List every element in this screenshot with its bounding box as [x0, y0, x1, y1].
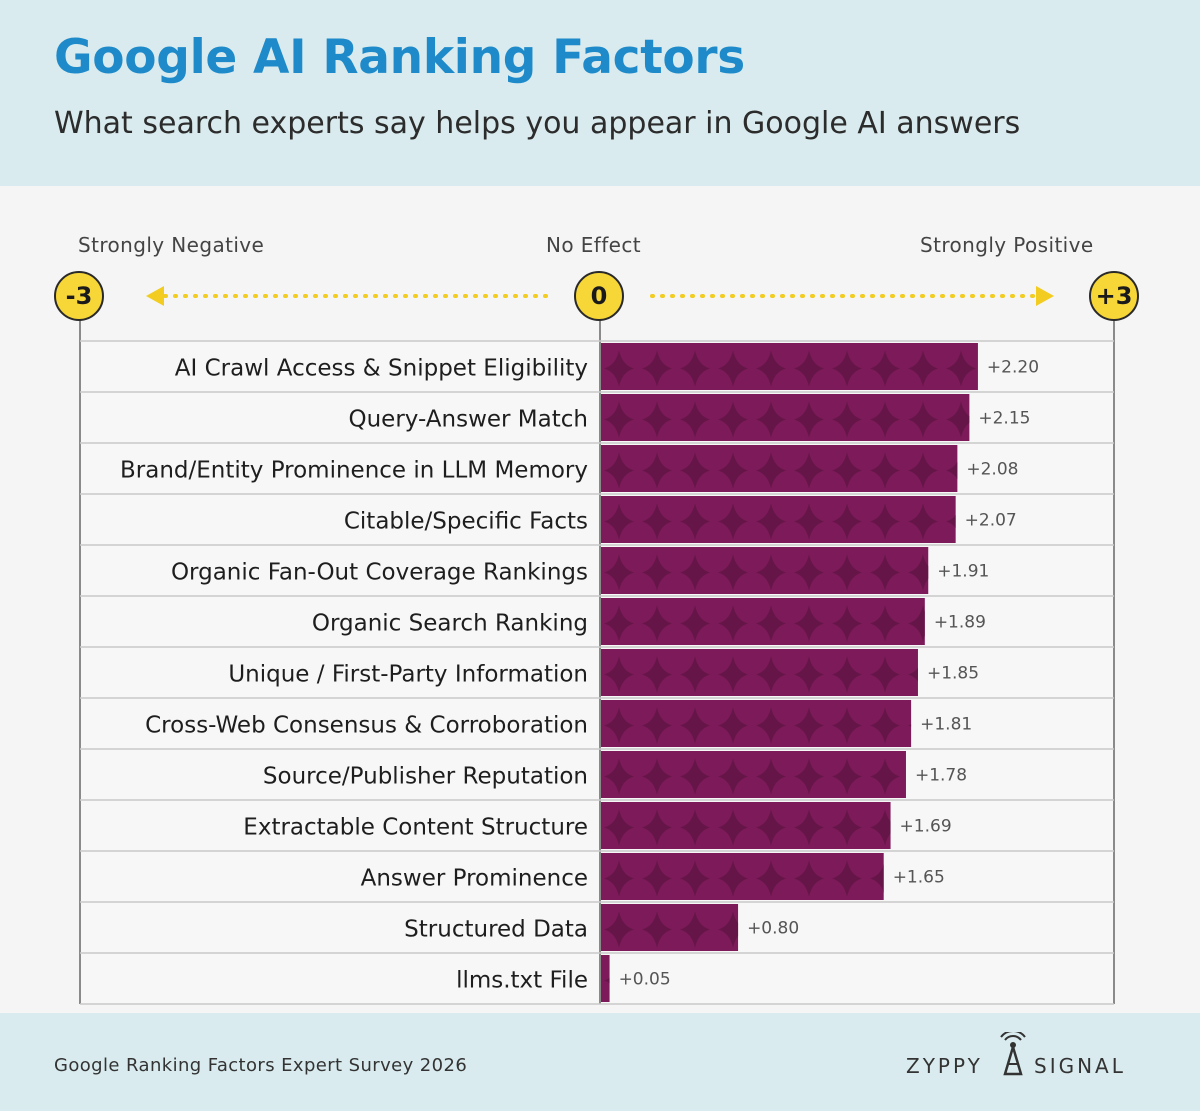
- category-label: llms.txt File: [456, 968, 588, 994]
- bar-pattern: [601, 547, 929, 594]
- value-label: +1.65: [893, 868, 945, 888]
- bar-row: Organic Search Ranking +1.89: [312, 598, 986, 645]
- bar-row: Query-Answer Match +2.15: [349, 394, 1030, 441]
- bar-pattern: [601, 445, 958, 492]
- bar-row: Organic Fan-Out Coverage Rankings +1.91: [171, 547, 989, 594]
- value-label: +1.81: [920, 715, 972, 735]
- category-label: Extractable Content Structure: [243, 815, 588, 841]
- signal-tower-icon: [1000, 1032, 1026, 1076]
- value-label: +1.69: [900, 817, 952, 837]
- bar-row: AI Crawl Access & Snippet Eligibility +2.…: [175, 343, 1039, 390]
- bar-row: llms.txt File +0.05: [456, 955, 671, 1002]
- bar-pattern: [601, 751, 906, 798]
- bar-pattern: [601, 598, 925, 645]
- brand-logo: ZYPPY SIGNAL: [900, 1032, 1135, 1080]
- bar-row: Source/Publisher Reputation +1.78: [263, 751, 967, 798]
- bar-pattern: [601, 955, 610, 1002]
- scale-label-positive: Strongly Positive: [920, 233, 1094, 257]
- bar-pattern: [601, 904, 739, 951]
- bar-row: Answer Prominence +1.65: [361, 853, 945, 900]
- arrow-head-negative: [146, 286, 164, 306]
- category-label: Brand/Entity Prominence in LLM Memory: [120, 458, 588, 484]
- footer-band: [0, 1013, 1200, 1111]
- value-label: +2.15: [978, 409, 1030, 429]
- category-label: Organic Search Ranking: [312, 611, 588, 637]
- value-label: +1.78: [915, 766, 967, 786]
- value-label: +1.89: [934, 613, 986, 633]
- value-label: +0.05: [619, 970, 671, 990]
- category-label: Unique / First-Party Information: [228, 662, 588, 688]
- value-label: +1.85: [927, 664, 979, 684]
- scale-max-badge: +3: [1089, 271, 1139, 321]
- category-label: Cross-Web Consensus & Corroboration: [145, 713, 588, 739]
- category-label: AI Crawl Access & Snippet Eligibility: [175, 356, 588, 382]
- bar-pattern: [601, 700, 912, 747]
- scale-label-no-effect: No Effect: [546, 233, 642, 257]
- bar-pattern: [601, 496, 956, 543]
- value-label: +2.20: [987, 358, 1039, 378]
- category-label: Citable/Specific Facts: [344, 509, 588, 535]
- bar-row: Structured Data +0.80: [404, 904, 799, 951]
- bar-row: Brand/Entity Prominence in LLM Memory +2.…: [120, 445, 1018, 492]
- source-note: Google Ranking Factors Expert Survey 202…: [54, 1055, 468, 1076]
- brand-word-right: SIGNAL: [1034, 1054, 1126, 1078]
- bar-row: Extractable Content Structure +1.69: [243, 802, 952, 849]
- bar-pattern: [601, 343, 978, 390]
- bar-pattern: [601, 649, 918, 696]
- bar-row: Unique / First-Party Information +1.85: [228, 649, 979, 696]
- scale-zero-badge: 0: [574, 271, 624, 321]
- value-label: +0.80: [747, 919, 799, 939]
- arrow-head-positive: [1036, 286, 1054, 306]
- bar-row: Citable/Specific Facts +2.07: [344, 496, 1017, 543]
- value-label: +1.91: [937, 562, 989, 582]
- page-title: Google AI Ranking Factors: [54, 30, 745, 85]
- brand-word-left: ZYPPY: [906, 1054, 983, 1078]
- header-band: Google AI Ranking Factors What search ex…: [0, 0, 1200, 186]
- page-subtitle: What search experts say helps you appear…: [54, 106, 1021, 141]
- bar-pattern: [601, 802, 891, 849]
- category-label: Answer Prominence: [361, 866, 588, 892]
- bar-pattern: [601, 853, 884, 900]
- scale-label-negative: Strongly Negative: [78, 233, 265, 257]
- category-label: Source/Publisher Reputation: [263, 764, 588, 790]
- value-label: +2.07: [965, 511, 1017, 531]
- value-label: +2.08: [966, 460, 1018, 480]
- category-label: Query-Answer Match: [349, 407, 589, 433]
- category-label: Structured Data: [404, 917, 588, 943]
- scale-min-badge: -3: [54, 271, 104, 321]
- bar-row: Cross-Web Consensus & Corroboration +1.81: [145, 700, 972, 747]
- bar-pattern: [601, 394, 970, 441]
- category-label: Organic Fan-Out Coverage Rankings: [171, 560, 588, 586]
